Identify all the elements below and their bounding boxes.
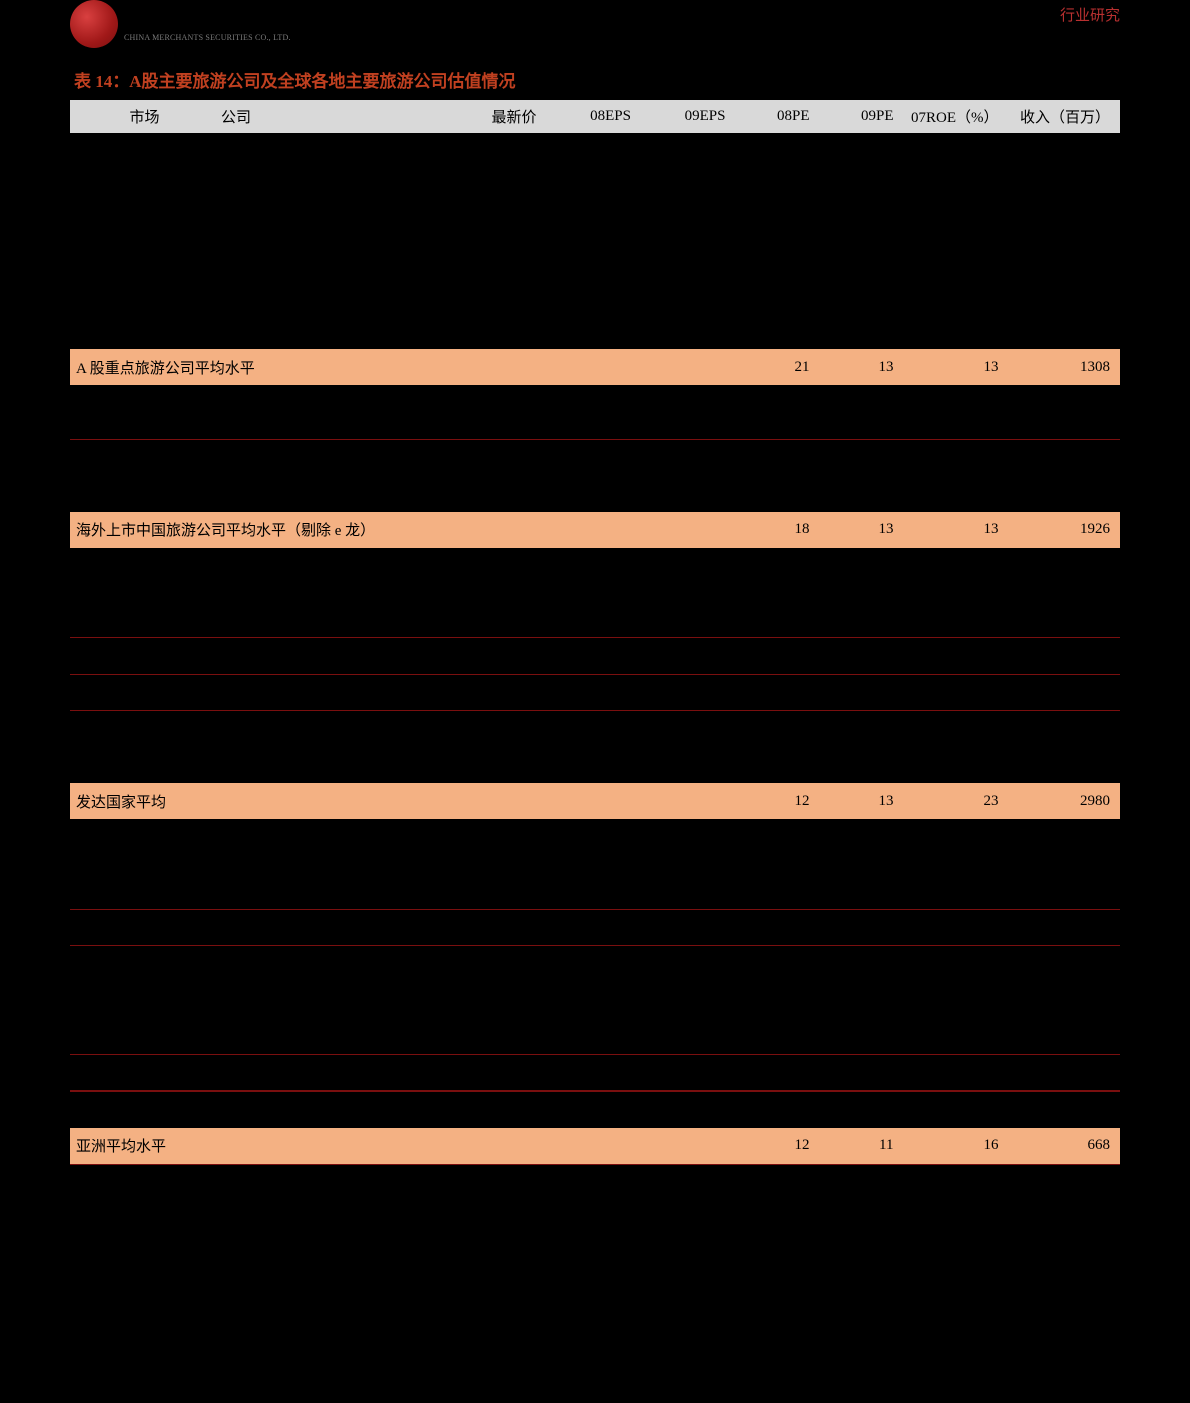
table-title: 表 14：A股主要旅游公司及全球各地主要旅游公司估值情况 — [70, 57, 1120, 100]
table-row — [70, 602, 1120, 638]
col-eps09: 09EPS — [637, 100, 732, 133]
table-row — [70, 711, 1120, 747]
avg-label: A 股重点旅游公司平均水平 — [70, 349, 732, 385]
table-row — [70, 566, 1120, 602]
spacer-row — [70, 385, 1120, 403]
avg-rev: 1308 — [1005, 349, 1121, 385]
table-row — [70, 747, 1120, 783]
avg-pe09: 13 — [816, 512, 900, 548]
avg-roe: 23 — [900, 783, 1005, 819]
average-row: 发达国家平均1213232980 — [70, 783, 1120, 819]
col-market: 市场 — [70, 100, 217, 133]
avg-pe08: 12 — [732, 783, 816, 819]
table-row — [70, 638, 1120, 674]
table-row — [70, 205, 1120, 241]
col-roe: 07ROE（%） — [900, 100, 1005, 133]
logo-text-en: CHINA MERCHANTS SECURITIES CO., LTD. — [124, 33, 291, 42]
table-row — [70, 133, 1120, 169]
table-row — [70, 313, 1120, 349]
average-row: 海外上市中国旅游公司平均水平（剔除 e 龙）1813131926 — [70, 512, 1120, 548]
table-row — [70, 910, 1120, 946]
col-pe09: 09PE — [816, 100, 900, 133]
table-row — [70, 675, 1120, 711]
average-row: A 股重点旅游公司平均水平2113131308 — [70, 349, 1120, 385]
logo-icon — [70, 0, 118, 48]
col-company: 公司 — [217, 100, 448, 133]
table-row — [70, 476, 1120, 512]
avg-pe09: 13 — [816, 349, 900, 385]
col-price: 最新价 — [448, 100, 543, 133]
separator-row — [70, 1164, 1120, 1165]
table-row — [70, 946, 1120, 982]
logo-text-cn: 招商证券 — [124, 7, 291, 33]
table-row — [70, 873, 1120, 909]
avg-label: 发达国家平均 — [70, 783, 732, 819]
header-category: 行业研究 — [1060, 0, 1120, 25]
table-row — [70, 1055, 1120, 1091]
avg-pe08: 12 — [732, 1128, 816, 1164]
col-rev: 收入（百万） — [1005, 100, 1121, 133]
avg-roe: 13 — [900, 349, 1005, 385]
table-row — [70, 403, 1120, 439]
valuation-table: 市场 公司 最新价 08EPS 09EPS 08PE 09PE 07ROE（%）… — [70, 100, 1120, 1165]
table-row — [70, 440, 1120, 476]
avg-roe: 16 — [900, 1128, 1005, 1164]
logo-block: 招商证券 CHINA MERCHANTS SECURITIES CO., LTD… — [70, 0, 291, 56]
avg-pe08: 18 — [732, 512, 816, 548]
avg-label: 海外上市中国旅游公司平均水平（剔除 e 龙） — [70, 512, 732, 548]
average-row: 亚洲平均水平121116668 — [70, 1128, 1120, 1164]
document-header: 招商证券 CHINA MERCHANTS SECURITIES CO., LTD… — [70, 0, 1120, 57]
table-row — [70, 982, 1120, 1018]
avg-pe08: 21 — [732, 349, 816, 385]
table-row — [70, 169, 1120, 205]
col-pe08: 08PE — [732, 100, 816, 133]
table-row — [70, 277, 1120, 313]
table-row — [70, 837, 1120, 873]
avg-roe: 13 — [900, 512, 1005, 548]
table-row — [70, 241, 1120, 277]
spacer-row — [70, 548, 1120, 566]
avg-rev: 668 — [1005, 1128, 1121, 1164]
avg-pe09: 13 — [816, 783, 900, 819]
table-row — [70, 1092, 1120, 1128]
table-row — [70, 1018, 1120, 1054]
col-eps08: 08EPS — [543, 100, 638, 133]
avg-pe09: 11 — [816, 1128, 900, 1164]
spacer-row — [70, 819, 1120, 837]
avg-rev: 2980 — [1005, 783, 1121, 819]
avg-rev: 1926 — [1005, 512, 1121, 548]
avg-label: 亚洲平均水平 — [70, 1128, 732, 1164]
table-header-row: 市场 公司 最新价 08EPS 09EPS 08PE 09PE 07ROE（%）… — [70, 100, 1120, 133]
